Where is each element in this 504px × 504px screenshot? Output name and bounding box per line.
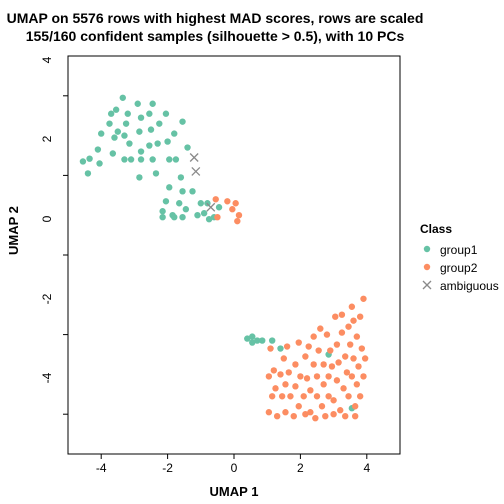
x-tick-label: -2 xyxy=(156,461,180,475)
legend-title: Class xyxy=(420,222,452,236)
x-tick-label: 0 xyxy=(222,461,246,475)
x-tick-label: 2 xyxy=(288,461,312,475)
dot-icon xyxy=(420,243,434,257)
x-axis-label: UMAP 1 xyxy=(0,484,468,499)
y-tick-label: -4 xyxy=(40,360,54,396)
dot-icon xyxy=(420,261,434,275)
y-tick-label: -2 xyxy=(40,281,54,317)
x-tick-label: -4 xyxy=(89,461,113,475)
cross-icon xyxy=(420,279,434,293)
y-tick-label: 2 xyxy=(40,121,54,157)
y-tick-label: 4 xyxy=(40,42,54,78)
legend-item: group1 xyxy=(420,243,477,257)
legend-label: group2 xyxy=(440,261,477,275)
legend-item: ambiguous xyxy=(420,279,499,293)
y-tick-label: 0 xyxy=(40,201,54,237)
legend-item: group2 xyxy=(420,261,477,275)
y-axis-label: UMAP 2 xyxy=(6,206,21,255)
legend-label: group1 xyxy=(440,243,477,257)
legend-label: ambiguous xyxy=(440,279,499,293)
x-tick-label: 4 xyxy=(355,461,379,475)
